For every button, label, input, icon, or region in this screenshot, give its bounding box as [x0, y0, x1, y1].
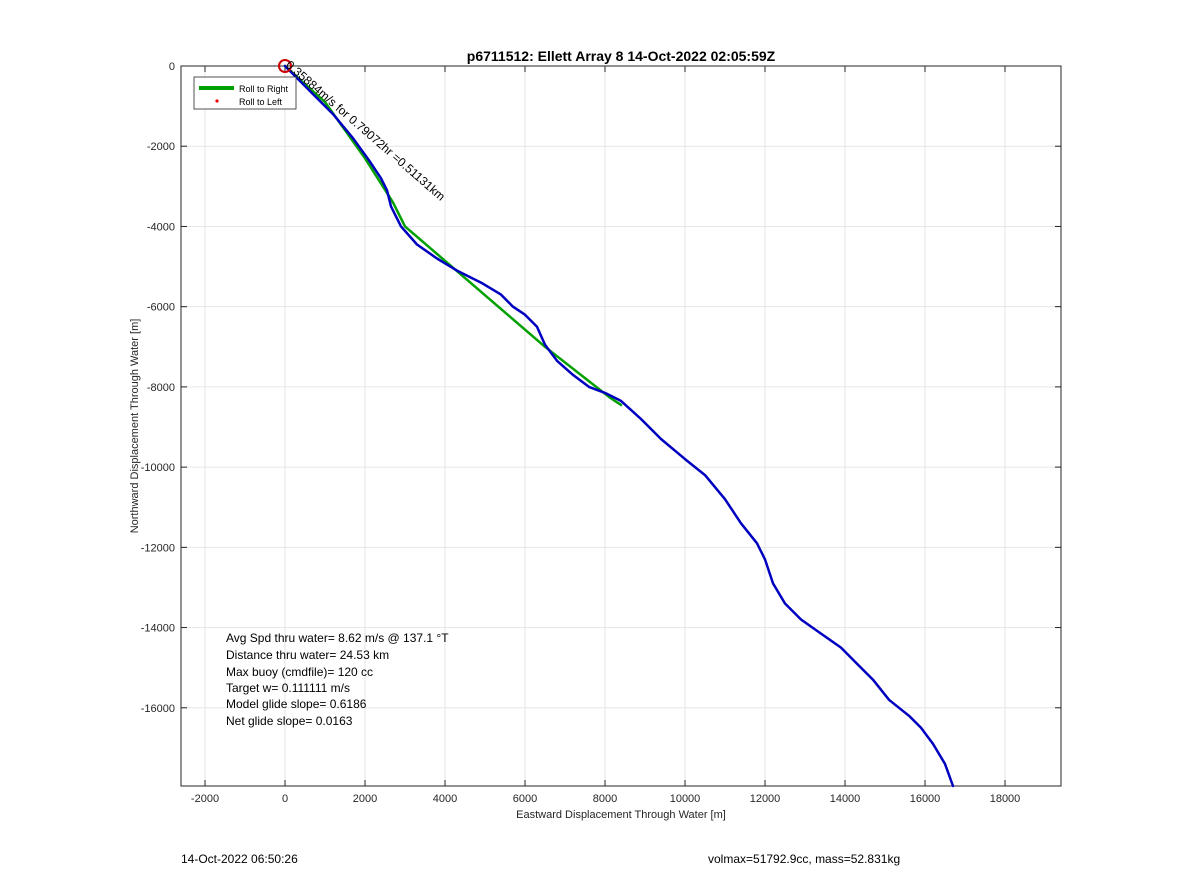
start-marker — [278, 59, 292, 73]
legend: Roll to Right Roll to Left — [193, 76, 297, 110]
x-tick-label: 10000 — [670, 793, 701, 805]
legend-box — [193, 76, 297, 110]
x-tick-label: 18000 — [990, 793, 1021, 805]
x-tick-label: 14000 — [830, 793, 861, 805]
stats-block: Avg Spd thru water= 8.62 m/s @ 137.1 °T … — [226, 631, 449, 728]
y-axis-ticks: 0 -2000 -4000 -6000 -8000 -10000 -12000 -14000 -… — [141, 61, 1061, 715]
x-tick-label: -2000 — [191, 793, 219, 805]
footer-timestamp: 14-Oct-2022 06:50:26 — [181, 852, 298, 866]
series-group — [283, 64, 955, 788]
stat-distance: Distance thru water= 24.53 km — [226, 648, 389, 662]
stat-avg-speed: Avg Spd thru water= 8.62 m/s @ 137.1 °T — [226, 631, 449, 645]
legend-label-roll-right: Roll to Right — [239, 84, 289, 94]
y-tick-label: -12000 — [141, 542, 175, 554]
series-line-1 — [283, 64, 955, 788]
x-tick-label: 12000 — [750, 793, 781, 805]
x-tick-label: 16000 — [910, 793, 941, 805]
x-axis-ticks: -2000 0 2000 4000 6000 8000 10000 12000 14000 160… — [191, 66, 1020, 805]
axes-box — [180, 65, 1062, 787]
x-tick-label: 8000 — [593, 793, 617, 805]
x-tick-label: 0 — [282, 793, 288, 805]
x-tick-label: 2000 — [353, 793, 377, 805]
x-axis-label: Eastward Displacement Through Water [m] — [516, 809, 726, 821]
x-tick-label: 6000 — [513, 793, 537, 805]
legend-label-roll-left: Roll to Left — [239, 97, 283, 107]
x-tick-label: 4000 — [433, 793, 457, 805]
chart-title: p6711512: Ellett Array 8 14-Oct-2022 02:… — [467, 48, 776, 64]
y-tick-label: -16000 — [141, 703, 175, 715]
y-tick-label: 0 — [169, 61, 175, 73]
y-tick-label: -4000 — [147, 221, 175, 233]
y-axis-label: Northward Displacement Through Water [m] — [129, 319, 141, 534]
markers-group — [278, 59, 292, 73]
stat-max-buoy: Max buoy (cmdfile)= 120 cc — [226, 665, 373, 679]
legend-swatch-roll-left — [215, 99, 219, 103]
stat-net-glide: Net glide slope= 0.0163 — [226, 714, 353, 728]
y-tick-label: -6000 — [147, 302, 175, 314]
y-tick-label: -2000 — [147, 141, 175, 153]
y-tick-label: -14000 — [141, 623, 175, 635]
stat-target-w: Target w= 0.111111 m/s — [226, 681, 350, 695]
stat-model-glide: Model glide slope= 0.6186 — [226, 697, 367, 711]
footer-volmax-mass: volmax=51792.9cc, mass=52.831kg — [708, 852, 901, 866]
y-tick-label: -8000 — [147, 382, 175, 394]
y-tick-label: -10000 — [141, 462, 175, 474]
